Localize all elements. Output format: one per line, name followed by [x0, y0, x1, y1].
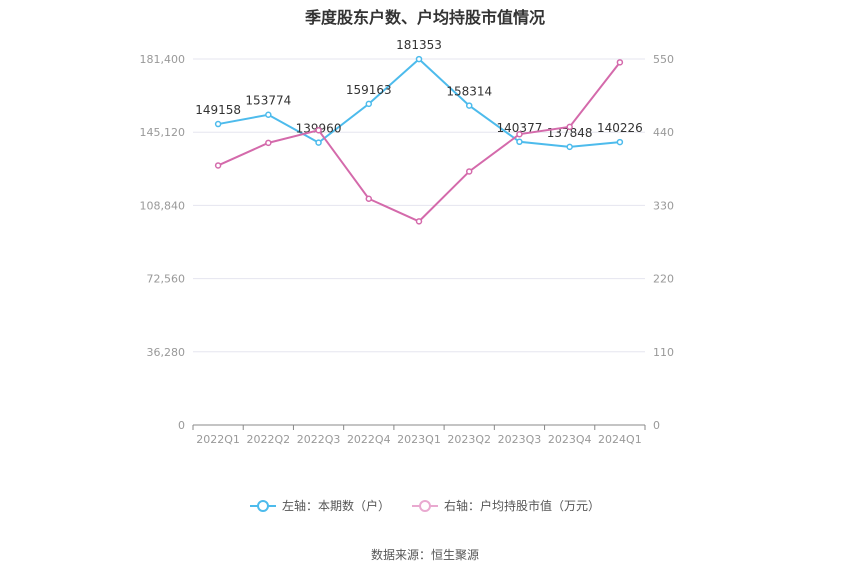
data-point-shareholders — [315, 139, 322, 146]
x-axis-tick-label: 2022Q4 — [347, 433, 391, 446]
left-axis-tick-label: 72,560 — [147, 273, 186, 286]
x-axis-tick-label: 2022Q2 — [247, 433, 291, 446]
left-axis-tick-label: 145,120 — [140, 126, 186, 139]
legend-item-right-series[interactable]: 右轴：户均持股市值（万元） — [412, 497, 600, 514]
right-axis-tick-label: 330 — [653, 199, 674, 212]
x-axis-tick-label: 2022Q1 — [196, 433, 240, 446]
legend-swatch-right — [412, 499, 438, 512]
data-label: 159163 — [346, 83, 392, 97]
right-axis-tick-label: 220 — [653, 273, 674, 286]
data-point-avg-holding-value — [365, 195, 373, 202]
data-label: 140226 — [597, 121, 643, 135]
x-axis-tick-label: 2023Q1 — [397, 433, 441, 446]
right-axis-tick-label: 550 — [653, 53, 674, 66]
legend-swatch-left — [249, 499, 276, 512]
data-point-shareholders — [265, 111, 272, 118]
left-axis-tick-label: 36,280 — [147, 346, 186, 359]
data-point-avg-holding-value — [415, 218, 423, 225]
chart-title: 季度股东户数、户均持股市值情况 — [304, 8, 545, 27]
legend-label-right: 右轴：户均持股市值（万元） — [444, 499, 601, 513]
data-point-avg-holding-value — [465, 168, 473, 175]
data-label: 140377 — [497, 121, 543, 135]
data-point-avg-holding-value — [616, 59, 624, 66]
data-point-avg-holding-value — [214, 162, 222, 169]
data-point-shareholders — [616, 138, 624, 146]
left-axis-tick-label: 0 — [178, 419, 185, 432]
data-point-shareholders — [415, 55, 423, 63]
right-axis-tick-label: 440 — [653, 126, 674, 139]
data-label: 153774 — [245, 94, 291, 108]
data-point-shareholders — [566, 143, 573, 151]
data-point-avg-holding-value — [516, 130, 523, 138]
data-point-shareholders — [214, 120, 222, 128]
left-axis-tick-label: 108,840 — [140, 199, 186, 212]
x-axis-tick-label: 2023Q3 — [498, 433, 542, 446]
data-point-avg-holding-value — [566, 123, 573, 131]
series-line-avg-holding-value — [217, 61, 621, 223]
data-point-avg-holding-value — [315, 126, 322, 134]
right-axis-tick-label: 110 — [653, 346, 674, 359]
legend-label-left: 左轴：本期数（户） — [281, 499, 390, 513]
x-axis-tick-label: 2024Q1 — [598, 433, 642, 446]
data-point-shareholders — [516, 138, 523, 146]
x-axis-tick-label: 2022Q3 — [297, 433, 341, 446]
data-point-shareholders — [465, 102, 473, 109]
x-axis-tick-label: 2023Q4 — [548, 433, 592, 446]
data-point-avg-holding-value — [265, 139, 272, 147]
x-axis-tick-label: 2023Q2 — [447, 433, 491, 446]
data-label: 149158 — [195, 103, 241, 117]
data-label: 158314 — [446, 85, 492, 99]
data-point-shareholders — [365, 100, 373, 108]
data-label: 181353 — [396, 38, 442, 52]
right-axis-tick-label: 0 — [653, 419, 660, 432]
data-source-note: 数据来源：恒生聚源 — [370, 548, 479, 562]
chart-legend: 左轴：本期数（户） 右轴：户均持股市值（万元） — [0, 497, 850, 514]
legend-item-left-series[interactable]: 左轴：本期数（户） — [249, 497, 390, 514]
left-axis-tick-label: 181,400 — [140, 53, 186, 66]
